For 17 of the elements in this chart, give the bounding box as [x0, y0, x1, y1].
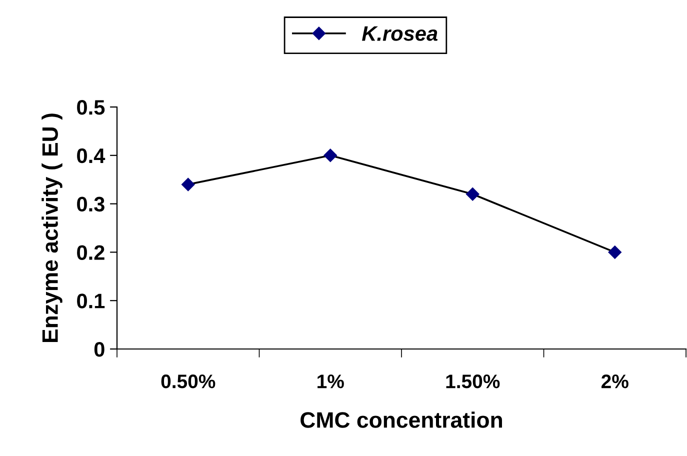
y-tick-label: 0.4	[77, 148, 106, 164]
y-tick-label: 0.3	[77, 196, 104, 212]
point	[324, 148, 337, 162]
y-tick-label: 0	[94, 342, 104, 357]
point	[466, 188, 480, 201]
x-tick-label: 2%	[602, 374, 628, 388]
point	[182, 178, 195, 192]
legend-label: K.rosea	[362, 26, 438, 41]
x-tick-label: 1.50%	[446, 374, 500, 388]
x-axis-title: CMC concentration	[300, 412, 502, 428]
y-tick-label: 0.2	[77, 245, 104, 260]
y-tick-label: 0.1	[77, 294, 105, 308]
y-axis-title: Enzyme activity ( EU )	[42, 114, 62, 342]
x-tick-label: 1%	[318, 374, 344, 388]
x-tick-label: 0.50%	[161, 374, 216, 388]
y-tick-label: 0.5	[77, 100, 105, 115]
point	[608, 246, 622, 259]
